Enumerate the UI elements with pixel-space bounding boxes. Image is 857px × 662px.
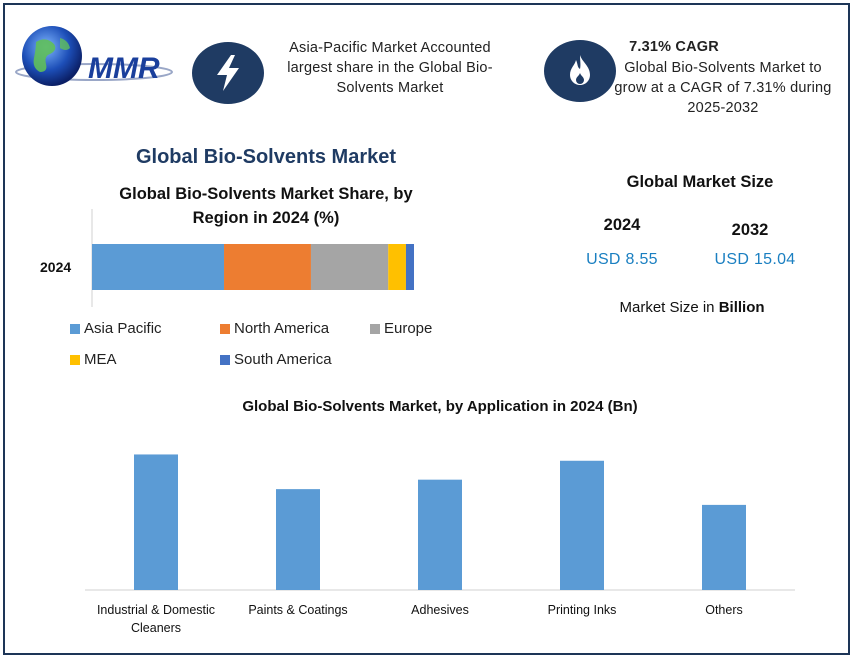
- application-bar: [702, 504, 746, 590]
- application-chart-title: Global Bio-Solvents Market, by Applicati…: [242, 398, 638, 415]
- region-bar-segment: [310, 244, 389, 290]
- legend-item-asia-pacific: Asia Pacific: [70, 320, 162, 337]
- region-bar-segment: [92, 244, 225, 290]
- market-size-year-2032: 2032: [731, 221, 769, 239]
- application-x-label: Industrial & Domestic Cleaners: [96, 603, 216, 635]
- application-bar: [560, 460, 604, 590]
- market-size-note-prefix: Market Size in: [619, 299, 719, 316]
- application-x-label: Printing Inks: [547, 603, 617, 617]
- application-x-label: Adhesives: [411, 603, 469, 617]
- legend-label: MEA: [84, 351, 117, 368]
- market-size-title: Global Market Size: [626, 173, 774, 191]
- cagr-text: Global Bio-Solvents Market to grow at a …: [614, 60, 832, 116]
- region-category-label: 2024: [40, 259, 71, 275]
- legend-label: Asia Pacific: [84, 320, 162, 337]
- region-share-chart: 2024: [40, 209, 414, 307]
- cagr-title: 7.31% CAGR: [629, 39, 719, 55]
- lightning-icon: [217, 55, 239, 91]
- application-bar: [418, 479, 462, 590]
- legend-swatch: [370, 323, 380, 334]
- legend-swatch: [220, 354, 230, 365]
- market-size-year-2024: 2024: [603, 216, 641, 234]
- market-size-note-unit: Billion: [718, 299, 765, 316]
- application-bar: [276, 489, 320, 590]
- application-bar: [134, 454, 178, 590]
- legend-item-south-america: South America: [220, 351, 332, 368]
- region-bar-segment: [388, 244, 406, 290]
- market-size-value-2024: USD 8.55: [586, 251, 658, 268]
- legend-label: Europe: [384, 320, 433, 337]
- mmr-logo: MMR: [15, 26, 173, 86]
- legend-swatch: [220, 323, 230, 334]
- region-chart-title: Global Bio-Solvents Market Share, by Reg…: [119, 185, 413, 227]
- legend-swatch: [70, 323, 80, 334]
- infographic-frame: [3, 3, 850, 655]
- legend-swatch: [70, 354, 80, 365]
- region-bar-segment: [224, 244, 311, 290]
- market-size-note: Market Size in Billion: [562, 299, 822, 316]
- legend-item-mea: MEA: [70, 351, 117, 368]
- legend-label: South America: [234, 351, 332, 368]
- application-x-label: Paints & Coatings: [248, 603, 348, 617]
- region-bar-segment: [405, 244, 414, 290]
- legend-item-europe: Europe: [370, 320, 432, 337]
- application-x-label: Others: [705, 603, 743, 617]
- cagr-icon-badge: [544, 40, 616, 102]
- logo-text: MMR: [88, 52, 160, 85]
- legend-label: North America: [234, 320, 330, 337]
- legend-item-north-america: North America: [220, 320, 329, 337]
- flame-icon: [570, 55, 590, 85]
- application-bar-chart: [85, 454, 795, 591]
- market-size-value-2032: USD 15.04: [714, 251, 796, 268]
- highlight-icon-badge: [192, 42, 264, 104]
- main-title: Global Bio-Solvents Market: [135, 146, 397, 168]
- highlight-asia-pacific: Asia-Pacific Market Accounted largest sh…: [287, 40, 493, 96]
